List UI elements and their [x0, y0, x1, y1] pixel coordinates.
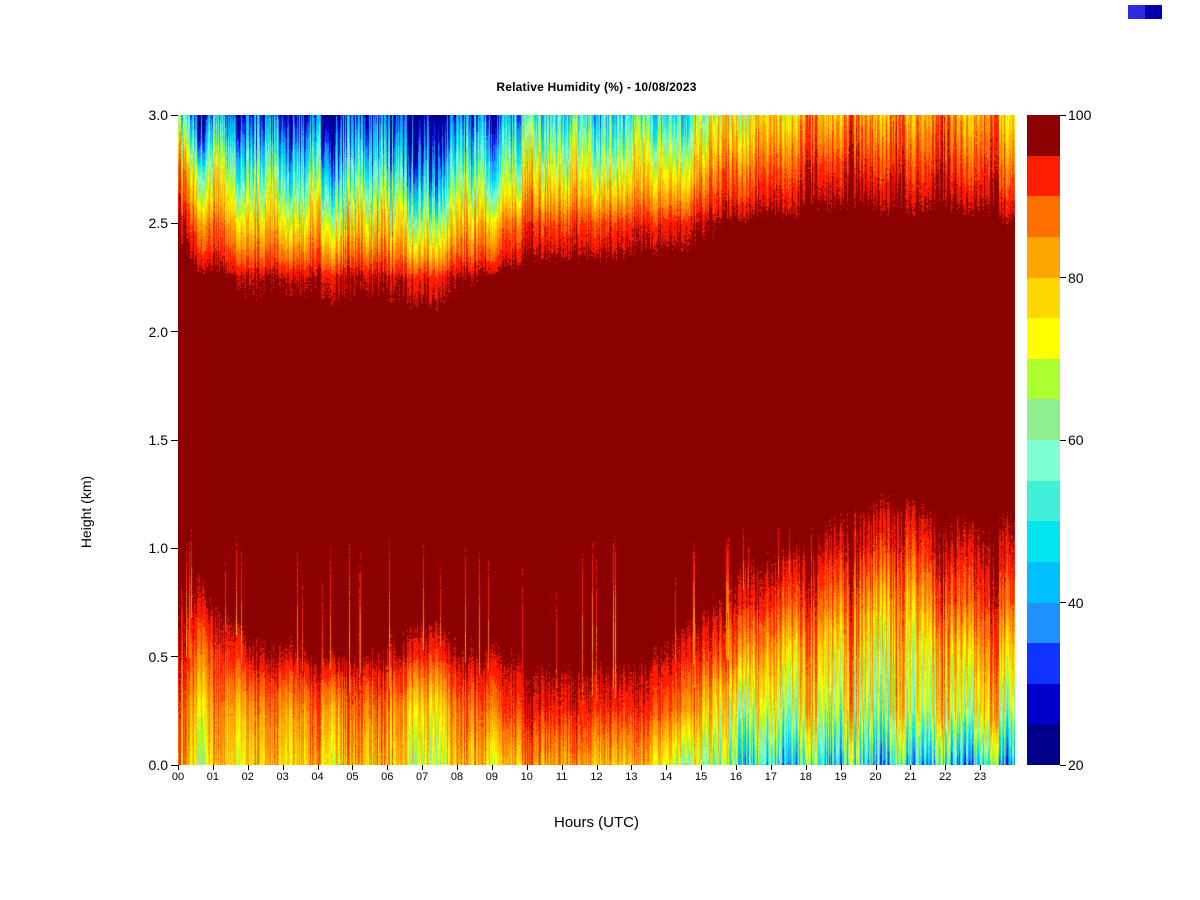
y-tick — [171, 331, 178, 333]
x-tick-label: 09 — [485, 771, 498, 783]
x-tick-label: 15 — [695, 771, 708, 783]
x-tick — [457, 765, 458, 770]
y-tick-label: 3.0 — [148, 107, 168, 123]
y-tick-label: 0.5 — [148, 648, 168, 665]
colorbar-band — [1027, 115, 1060, 156]
colorbar-band — [1027, 155, 1060, 197]
x-tick — [980, 765, 982, 770]
x-tick — [282, 765, 284, 770]
x-tick-label: 12 — [590, 771, 603, 783]
colorbar-band — [1027, 521, 1060, 562]
colorbar-band — [1027, 440, 1060, 481]
x-tick — [247, 765, 249, 770]
x-tick — [840, 765, 842, 770]
y-axis-label: Height (km) — [78, 475, 94, 549]
x-axis-label: Hours (UTC) — [554, 814, 639, 831]
x-tick-label: 08 — [450, 771, 464, 783]
colorbar-tick — [1060, 439, 1066, 441]
x-tick-label: 00 — [171, 771, 185, 783]
x-tick — [701, 765, 703, 770]
y-tick — [171, 656, 178, 658]
colorbar-tick-label: 80 — [1068, 269, 1084, 286]
x-tick-label: 17 — [764, 771, 777, 783]
colorbar-band — [1027, 683, 1060, 725]
corner-color-swatch-segment — [1145, 5, 1162, 19]
colorbar-tick — [1060, 764, 1066, 766]
x-tick — [770, 765, 772, 770]
x-tick — [631, 765, 633, 770]
colorbar — [1027, 115, 1060, 765]
x-tick-label: 11 — [555, 771, 568, 783]
x-tick — [387, 765, 389, 770]
y-tick — [171, 222, 178, 224]
x-tick-label: 18 — [799, 771, 812, 783]
x-tick-label: 13 — [625, 771, 638, 783]
corner-color-swatch — [1128, 5, 1162, 19]
chart-title: Relative Humidity (%) - 10/08/2023 — [496, 80, 697, 94]
x-tick-label: 02 — [241, 771, 254, 783]
colorbar-tick-label: 20 — [1068, 757, 1084, 773]
y-tick-label: 1.5 — [148, 432, 168, 448]
x-tick — [317, 765, 319, 770]
plot-area — [178, 115, 1015, 765]
colorbar-band — [1027, 561, 1060, 603]
x-tick — [875, 765, 877, 770]
colorbar-band — [1027, 236, 1060, 278]
x-tick-label: 22 — [939, 771, 952, 783]
x-tick — [805, 765, 807, 770]
x-tick-label: 10 — [520, 771, 533, 783]
x-tick-label: 01 — [206, 771, 219, 783]
x-tick — [178, 765, 179, 770]
x-tick-label: 03 — [276, 771, 289, 783]
colorbar-tick-label: 60 — [1068, 432, 1084, 448]
y-tick-label: 1.0 — [148, 540, 168, 557]
x-tick-label: 19 — [834, 771, 847, 783]
colorbar-band — [1027, 358, 1060, 400]
x-tick-label: 06 — [381, 771, 394, 783]
x-tick-label: 14 — [660, 771, 673, 783]
x-tick — [352, 765, 354, 770]
x-tick — [596, 765, 598, 770]
x-tick-label: 05 — [346, 771, 359, 783]
colorbar-band — [1027, 602, 1060, 644]
colorbar-band — [1027, 643, 1060, 684]
y-tick-label: 2.5 — [148, 215, 168, 232]
x-tick-label: 20 — [869, 771, 882, 783]
x-tick — [736, 765, 737, 770]
x-tick-label: 07 — [416, 771, 429, 783]
colorbar-band — [1027, 724, 1060, 765]
x-tick — [666, 765, 668, 770]
y-tick — [171, 439, 178, 441]
heatmap-canvas — [178, 115, 1015, 765]
x-tick — [910, 765, 912, 770]
colorbar-band — [1027, 399, 1060, 440]
colorbar-band — [1027, 277, 1060, 319]
colorbar-tick — [1060, 277, 1066, 278]
colorbar-tick-label: 40 — [1068, 594, 1084, 611]
x-tick — [491, 765, 493, 770]
x-tick — [561, 765, 563, 770]
y-tick — [171, 547, 178, 549]
y-tick — [171, 114, 178, 116]
x-tick-label: 21 — [904, 771, 917, 783]
y-tick-label: 2.0 — [148, 323, 168, 340]
x-tick-label: 23 — [974, 771, 987, 783]
x-tick — [422, 765, 424, 770]
y-tick — [171, 764, 178, 766]
colorbar-band — [1027, 196, 1060, 237]
colorbar-tick — [1060, 602, 1066, 603]
x-tick — [945, 765, 947, 770]
x-tick — [526, 765, 528, 770]
x-tick — [212, 765, 214, 770]
corner-color-swatch-segment — [1128, 5, 1145, 19]
colorbar-band — [1027, 318, 1060, 359]
colorbar-tick — [1060, 114, 1066, 116]
y-tick-label: 0.0 — [148, 757, 168, 773]
colorbar-band — [1027, 480, 1060, 522]
x-tick-label: 16 — [729, 771, 743, 783]
x-tick-label: 04 — [311, 771, 324, 783]
colorbar-tick-label: 100 — [1068, 107, 1092, 123]
